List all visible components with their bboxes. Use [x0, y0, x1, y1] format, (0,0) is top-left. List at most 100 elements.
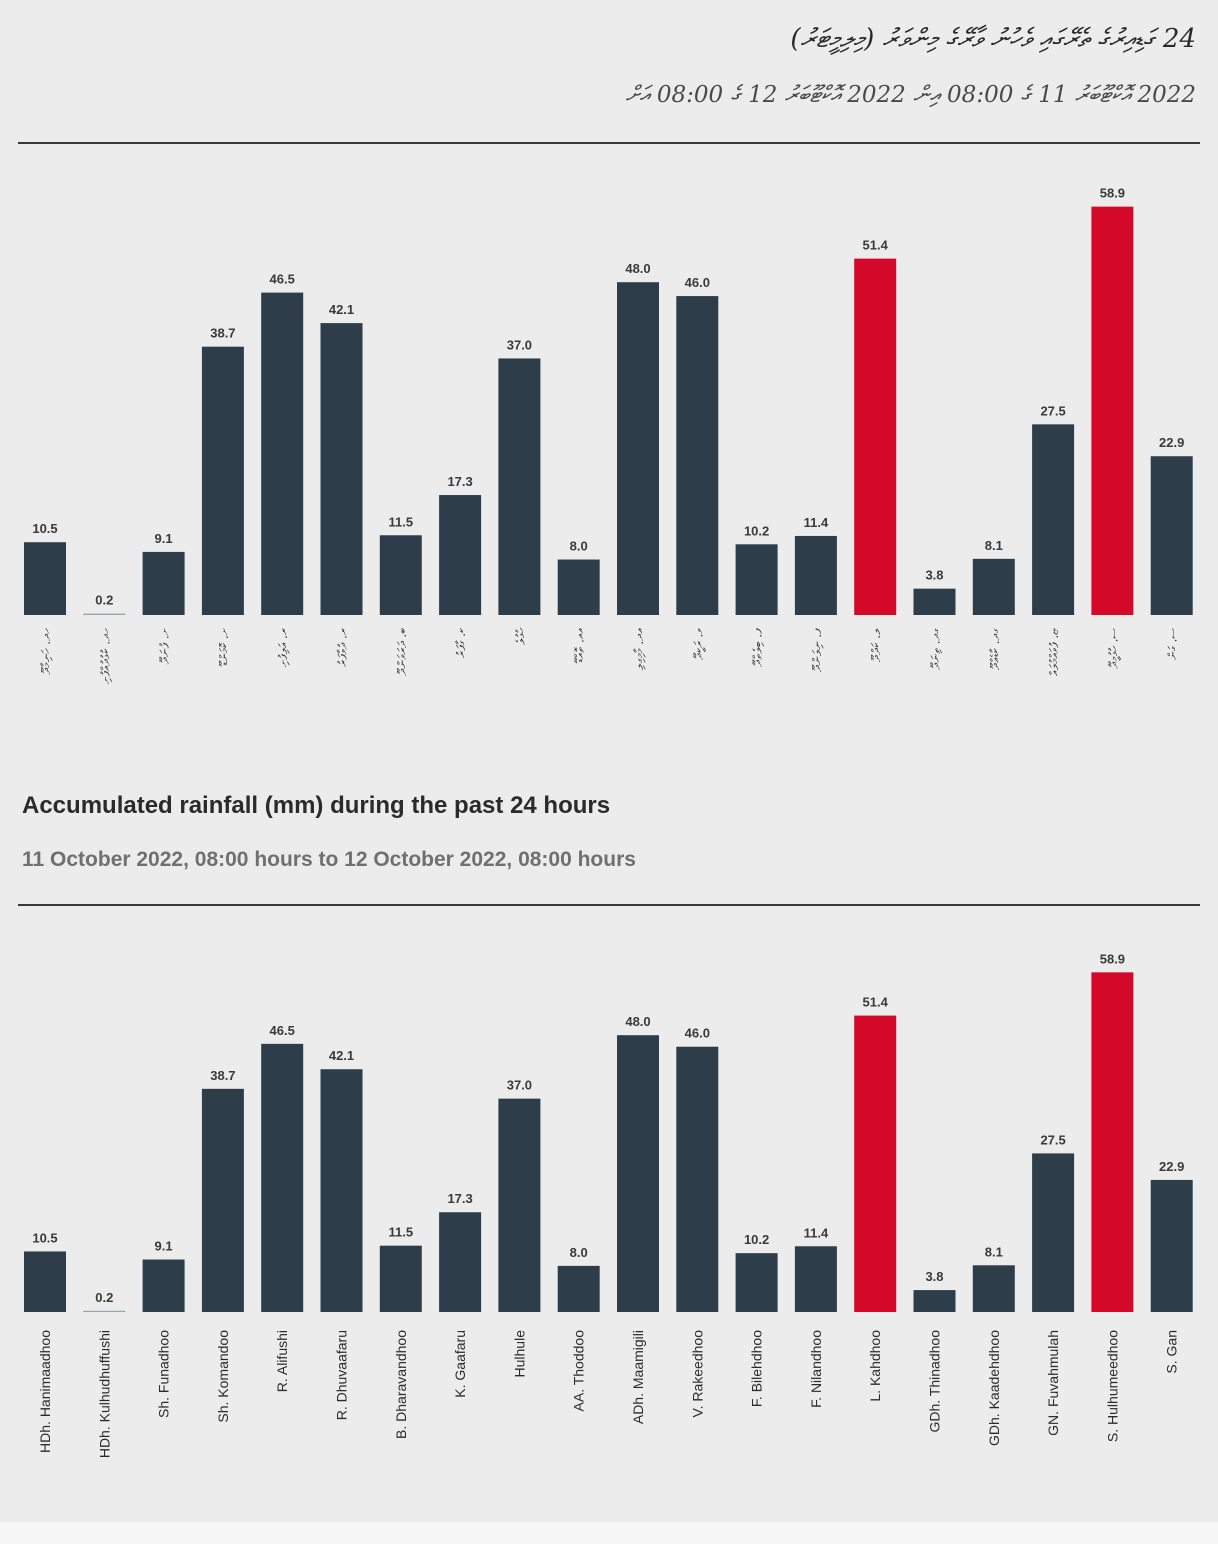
value-label-1-12: 10.2 — [744, 1232, 769, 1247]
value-label-0-19: 22.9 — [1159, 435, 1184, 450]
value-label-0-13: 11.4 — [804, 515, 829, 530]
bar-1-17 — [1032, 1153, 1075, 1312]
category-label-1-0: HDh. Hanimaadhoo — [37, 1330, 53, 1453]
category-label-0-2: ށ. ފުނަދޫ — [158, 627, 172, 664]
bar-1-19 — [1150, 1179, 1193, 1312]
value-label-1-19: 22.9 — [1159, 1159, 1184, 1174]
bar-1-1 — [83, 1310, 126, 1312]
category-label-0-19: ސ. ގަން — [1166, 628, 1180, 660]
value-label-0-18: 58.9 — [1100, 186, 1125, 201]
bar-0-19 — [1150, 456, 1193, 615]
bar-1-5 — [320, 1069, 363, 1312]
category-label-0-11: ވ. ރަކީދޫ — [691, 628, 706, 660]
category-label-0-18: ސ. ހުޅުމީދޫ — [1106, 628, 1121, 669]
rainfall-chart-english-svg: 10.5 HDh. Hanimaadhoo 0.2 HDh. Kulhudhuffus… — [24, 951, 1193, 1458]
value-label-1-3: 38.7 — [210, 1068, 235, 1083]
category-label-0-4: ރ. އަލިފުށި — [276, 628, 290, 667]
category-label-1-5: R. Dhuvaafaru — [334, 1330, 350, 1420]
bar-0-13 — [794, 535, 837, 615]
value-label-0-6: 11.5 — [389, 514, 414, 529]
value-label-1-1: 0.2 — [95, 1290, 113, 1305]
bar-0-10 — [617, 282, 659, 615]
rainfall-chart-dhivehi: 10.5 ހދ. ހަނިމާދޫ 0.2 ހދ. ކުޅުދުއްފުށި 9.1 ށ.… — [0, 150, 1218, 770]
bar-1-2 — [142, 1259, 185, 1312]
value-label-0-12: 10.2 — [744, 523, 769, 538]
bar-0-9 — [557, 559, 600, 615]
category-label-0-6: ބ. ދަރަވަންދޫ — [395, 628, 409, 676]
value-label-0-17: 27.5 — [1040, 403, 1065, 418]
value-label-1-8: 37.0 — [507, 1078, 532, 1093]
value-label-1-4: 46.5 — [270, 1023, 295, 1038]
category-label-0-3: ށ. ކޮމަންޑޫ — [217, 627, 231, 667]
dhivehi-chart-title: 24 ގަޑިއިރުގެ ތެރޭގައި ވެހުނު ވާރޭގެ މިނ… — [790, 24, 1196, 54]
category-label-0-7: ކ. ގާފަރު — [454, 628, 468, 658]
bar-0-8 — [498, 358, 541, 615]
value-label-0-8: 37.0 — [507, 337, 532, 352]
value-label-1-11: 46.0 — [685, 1026, 710, 1041]
bar-1-8 — [498, 1098, 541, 1312]
value-label-0-5: 42.1 — [329, 302, 354, 317]
category-label-0-15: ގދ. ތިނަދޫ — [929, 627, 943, 669]
bar-1-10 — [617, 1035, 659, 1312]
value-label-1-16: 8.1 — [985, 1244, 1003, 1259]
category-label-1-7: K. Gaafaru — [452, 1330, 468, 1398]
value-label-1-10: 48.0 — [625, 1014, 650, 1029]
value-label-1-5: 42.1 — [329, 1048, 354, 1063]
category-label-1-10: ADh. Maamigili — [630, 1330, 646, 1424]
category-label-0-17: ޏ. ފުވައްމުލައް — [1047, 628, 1061, 676]
category-label-0-8: ހުޅުލެ — [513, 627, 527, 645]
middle-divider — [18, 904, 1200, 906]
bar-0-18 — [1091, 206, 1134, 616]
value-label-0-14: 51.4 — [863, 238, 889, 253]
category-label-1-11: V. Rakeedhoo — [689, 1330, 705, 1418]
category-label-0-10: އދ. މާމިގިލި — [632, 628, 646, 671]
category-label-0-1: ހދ. ކުޅުދުއްފުށި — [98, 628, 112, 684]
dhivehi-chart-subtitle: 2022 އޮކްޓޫބަރު 11 ގެ 08:00 އިން 2022 އޮ… — [625, 82, 1196, 108]
category-label-0-12: ފ. ބިލެތްދޫ — [751, 628, 765, 667]
value-label-0-0: 10.5 — [32, 521, 57, 536]
bar-0-17 — [1032, 424, 1075, 615]
category-label-0-5: ރ. ދުވާފަރު — [336, 628, 350, 667]
english-chart-subtitle: 11 October 2022, 08:00 hours to 12 Octob… — [22, 848, 636, 871]
category-label-1-16: GDh. Kaadehdhoo — [986, 1330, 1002, 1446]
bar-0-12 — [735, 544, 778, 615]
english-chart-title: Accumulated rainfall (mm) during the pas… — [22, 792, 611, 819]
bar-0-0 — [24, 542, 66, 615]
category-label-1-13: F. Nilandhoo — [808, 1330, 824, 1408]
bar-1-16 — [972, 1265, 1015, 1312]
footer-strip — [0, 1522, 1218, 1544]
bar-1-11 — [676, 1046, 719, 1312]
bar-0-6 — [379, 535, 422, 615]
value-label-1-17: 27.5 — [1040, 1132, 1065, 1147]
bar-0-2 — [142, 551, 185, 615]
bar-1-0 — [24, 1251, 66, 1312]
bar-0-11 — [676, 296, 719, 615]
top-divider — [18, 142, 1200, 144]
bar-1-7 — [439, 1212, 482, 1312]
rainfall-chart-english: 10.5 HDh. Hanimaadhoo 0.2 HDh. Kulhudhuffus… — [0, 912, 1218, 1517]
value-label-1-18: 58.9 — [1100, 951, 1125, 966]
value-label-1-2: 9.1 — [155, 1239, 173, 1254]
bar-0-3 — [201, 346, 244, 615]
category-label-1-15: GDh. Thinadhoo — [927, 1330, 943, 1433]
bar-0-16 — [972, 558, 1015, 615]
category-label-1-19: S. Gan — [1164, 1330, 1180, 1374]
bar-0-15 — [913, 588, 956, 615]
bar-0-5 — [320, 323, 363, 615]
bar-1-3 — [201, 1088, 244, 1312]
bar-0-4 — [261, 292, 304, 615]
category-label-0-14: ލ. ކަދްދޫ — [869, 628, 883, 662]
value-label-0-9: 8.0 — [570, 539, 588, 554]
value-label-1-6: 11.5 — [389, 1225, 414, 1240]
bar-0-14 — [854, 258, 897, 615]
bar-1-6 — [379, 1245, 422, 1312]
rainfall-chart-dhivehi-svg: 10.5 ހދ. ހަނިމާދޫ 0.2 ހދ. ކުޅުދުއްފުށި 9.1 ށ.… — [24, 186, 1193, 684]
value-label-1-0: 10.5 — [32, 1230, 57, 1245]
bar-1-13 — [794, 1246, 837, 1312]
bar-1-9 — [557, 1265, 600, 1312]
category-label-0-0: ހދ. ހަނިމާދޫ — [39, 628, 53, 675]
category-label-1-4: R. Alifushi — [274, 1330, 290, 1392]
category-label-1-8: Hulhule — [511, 1330, 527, 1378]
bar-1-15 — [913, 1290, 956, 1312]
category-label-1-12: F. Bilehdhoo — [749, 1330, 765, 1407]
